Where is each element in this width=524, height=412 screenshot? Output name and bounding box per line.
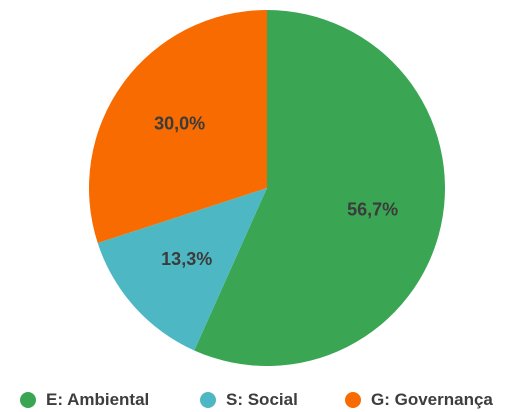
pie-slice-1[interactable] <box>97 188 268 351</box>
pie-labels: 56,7% 13,3% 30,0% <box>154 113 398 269</box>
pie-slice-label-1: 13,3% <box>161 249 212 269</box>
pie-slice-label-0: 56,7% <box>347 199 398 219</box>
legend-item-social[interactable]: S: Social <box>200 389 298 411</box>
legend-label-governanca: G: Governança <box>371 390 493 409</box>
pie-slice-label-2: 30,0% <box>154 113 205 133</box>
legend-label-ambiental: E: Ambiental <box>46 390 150 409</box>
pie-slice-0[interactable] <box>194 10 445 366</box>
legend-swatch-ambiental <box>20 392 36 408</box>
pie-slices <box>88 10 445 366</box>
legend-label-social: S: Social <box>226 390 298 409</box>
legend-item-ambiental[interactable]: E: Ambiental <box>20 389 149 411</box>
legend-item-governanca[interactable]: G: Governança <box>345 389 493 411</box>
legend-swatch-governanca <box>345 392 361 408</box>
pie-slice-2[interactable] <box>88 10 267 244</box>
legend-swatch-social <box>200 392 216 408</box>
chart-legend: E: Ambiental S: Social G: Governança <box>0 389 524 411</box>
